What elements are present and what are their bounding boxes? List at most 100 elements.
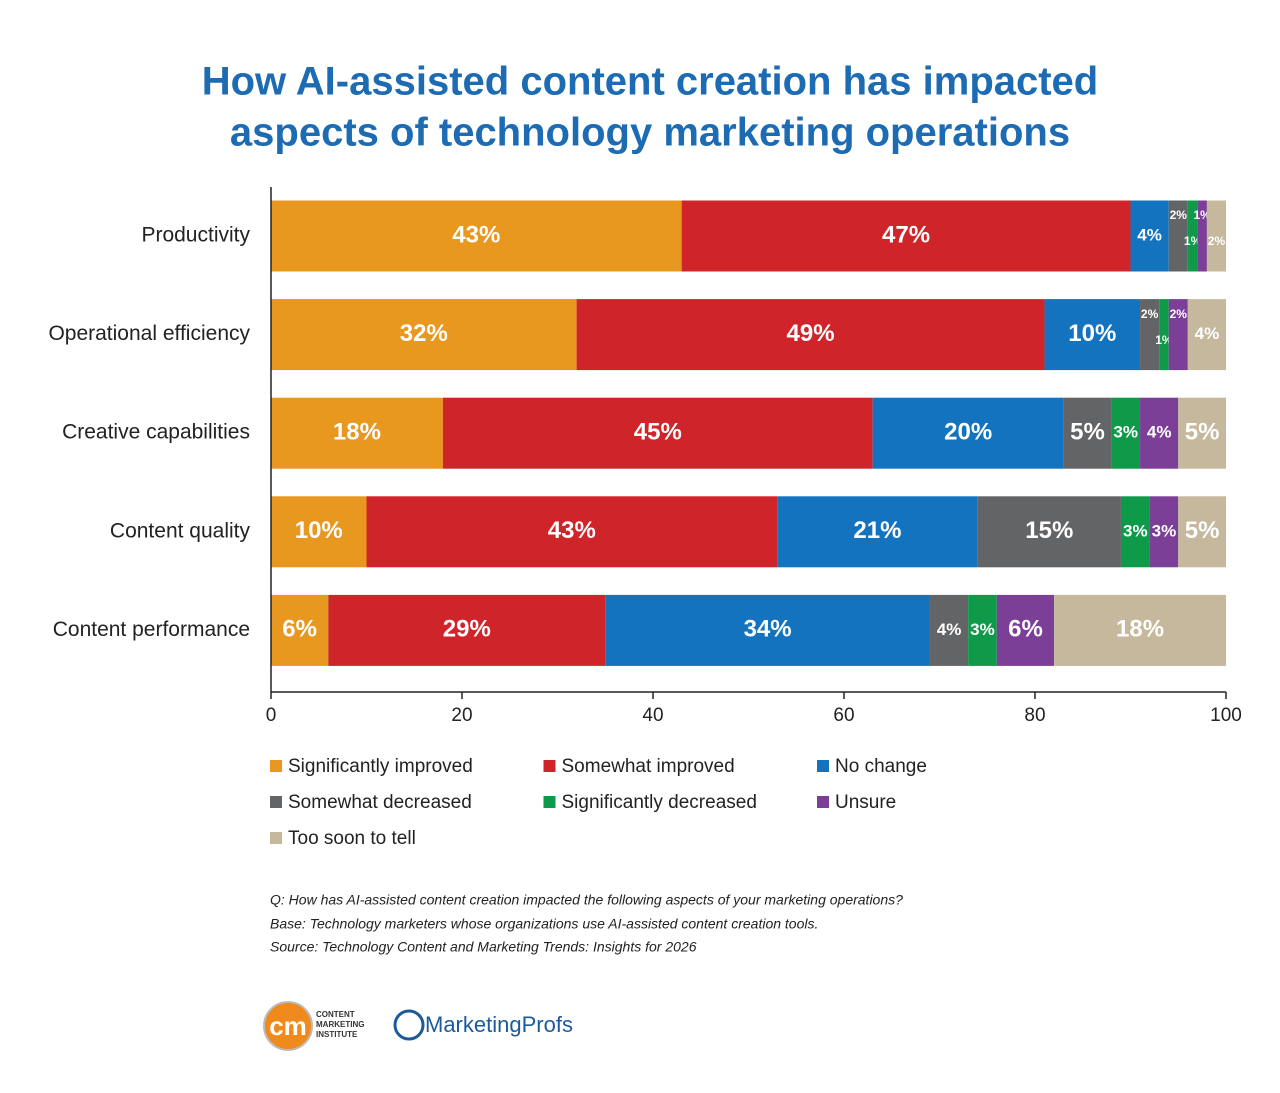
bar-segment — [996, 594, 1055, 666]
bar-segment — [1187, 200, 1198, 272]
footnote: Base: Technology marketers whose organiz… — [270, 916, 818, 932]
value-label: 6% — [1008, 616, 1043, 643]
value-label: 29% — [443, 616, 491, 643]
bar-segment — [1130, 200, 1169, 272]
bar-segment — [1149, 496, 1179, 568]
value-label: 3% — [1123, 521, 1148, 540]
bar-segment — [576, 299, 1045, 371]
value-label: 4% — [937, 620, 962, 639]
bar-segment — [1044, 299, 1141, 371]
value-label: 49% — [787, 320, 835, 347]
legend-swatch — [543, 796, 556, 808]
value-label: 43% — [548, 517, 596, 544]
y-tick-label: Creative capabilities — [62, 421, 250, 444]
bar-segment — [271, 200, 682, 272]
y-tick-label: Operational efficiency — [48, 322, 250, 345]
value-label: 3% — [1152, 521, 1177, 540]
legend-swatch — [270, 796, 282, 808]
value-label: 21% — [853, 517, 901, 544]
bar-segment — [1063, 397, 1112, 469]
bar-segment — [1159, 299, 1169, 371]
chart-title: How AI-assisted content creation has imp… — [202, 60, 1099, 104]
bar-segment — [977, 496, 1121, 568]
logo-text: cm — [269, 1011, 307, 1041]
value-label: 10% — [295, 517, 343, 544]
logo-text: CONTENT — [316, 1010, 355, 1019]
legend-label: Somewhat improved — [562, 756, 735, 777]
value-label: 4% — [1147, 423, 1172, 442]
value-label: 2% — [1208, 234, 1226, 248]
bar-segment — [1168, 299, 1188, 371]
value-label: 4% — [1137, 225, 1162, 244]
value-label: 5% — [1185, 517, 1220, 544]
footnote: Source: Technology Content and Marketing… — [270, 939, 697, 955]
bar-segment — [1187, 299, 1226, 371]
value-label: 2% — [1170, 208, 1188, 222]
bar-segment — [929, 594, 969, 666]
y-tick-label: Productivity — [141, 224, 250, 247]
value-label: 20% — [944, 419, 992, 446]
value-label: 45% — [634, 419, 682, 446]
bar-segment — [872, 397, 1064, 469]
bar-segment — [1178, 496, 1226, 568]
value-label: 43% — [452, 221, 500, 248]
legend-swatch — [543, 760, 556, 772]
bar-segment — [366, 496, 778, 568]
value-label: 1% — [1193, 208, 1211, 222]
x-tick-label: 100 — [1210, 705, 1242, 726]
value-label: 32% — [400, 320, 448, 347]
legend-swatch — [270, 760, 282, 772]
value-label: 2% — [1170, 307, 1188, 321]
bar-segment — [1111, 397, 1141, 469]
bar-segment — [328, 594, 606, 666]
x-tick-label: 40 — [642, 705, 663, 726]
bar-segment — [271, 299, 577, 371]
bar-segment — [271, 496, 367, 568]
bar-segment — [1120, 496, 1150, 568]
value-label: 5% — [1185, 419, 1220, 446]
legend-label: Significantly decreased — [562, 792, 757, 813]
x-tick-label: 60 — [833, 705, 854, 726]
legend-swatch — [270, 832, 282, 844]
logo-text: MarketingProfs — [425, 1012, 573, 1037]
bar-segment — [1168, 200, 1188, 272]
bar-segment — [1054, 594, 1226, 666]
bar-segment — [1197, 200, 1207, 272]
y-tick-label: Content performance — [53, 618, 250, 641]
value-label: 2% — [1141, 307, 1159, 321]
logo-circle — [393, 1009, 425, 1041]
value-label: 4% — [1195, 324, 1220, 343]
cmi-logo: cm CONTENT MARKETING INSTITUTE — [263, 1001, 364, 1051]
value-label: 15% — [1025, 517, 1073, 544]
bar-segment — [1140, 397, 1179, 469]
legend-label: Significantly improved — [288, 756, 473, 777]
chart-title: aspects of technology marketing operatio… — [230, 111, 1070, 155]
value-label: 10% — [1068, 320, 1116, 347]
legend-label: Too soon to tell — [288, 828, 416, 849]
bar-segment — [442, 397, 873, 469]
x-tick-label: 80 — [1024, 705, 1045, 726]
value-label: 1% — [1155, 333, 1173, 347]
footnote: Q: How has AI-assisted content creation … — [270, 892, 903, 908]
mp-logo: MarketingProfs — [393, 1009, 573, 1041]
value-label: 6% — [282, 616, 317, 643]
legend-label: No change — [835, 756, 927, 777]
value-label: 1% — [1184, 234, 1202, 248]
legend-label: Unsure — [835, 792, 896, 813]
bar-segment — [271, 397, 443, 469]
bar-segment — [777, 496, 978, 568]
logo-text: MARKETING — [316, 1020, 364, 1029]
bar-segment — [968, 594, 997, 666]
bar-segment — [681, 200, 1131, 272]
logo-text: INSTITUTE — [316, 1030, 358, 1039]
x-tick-label: 0 — [266, 705, 277, 726]
x-tick-label: 20 — [451, 705, 472, 726]
legend-label: Somewhat decreased — [288, 792, 472, 813]
value-label: 18% — [333, 419, 381, 446]
value-label: 5% — [1070, 419, 1105, 446]
legend-swatch — [817, 760, 829, 772]
value-label: 18% — [1116, 616, 1164, 643]
y-tick-label: Content quality — [110, 519, 251, 542]
value-label: 47% — [882, 221, 930, 248]
